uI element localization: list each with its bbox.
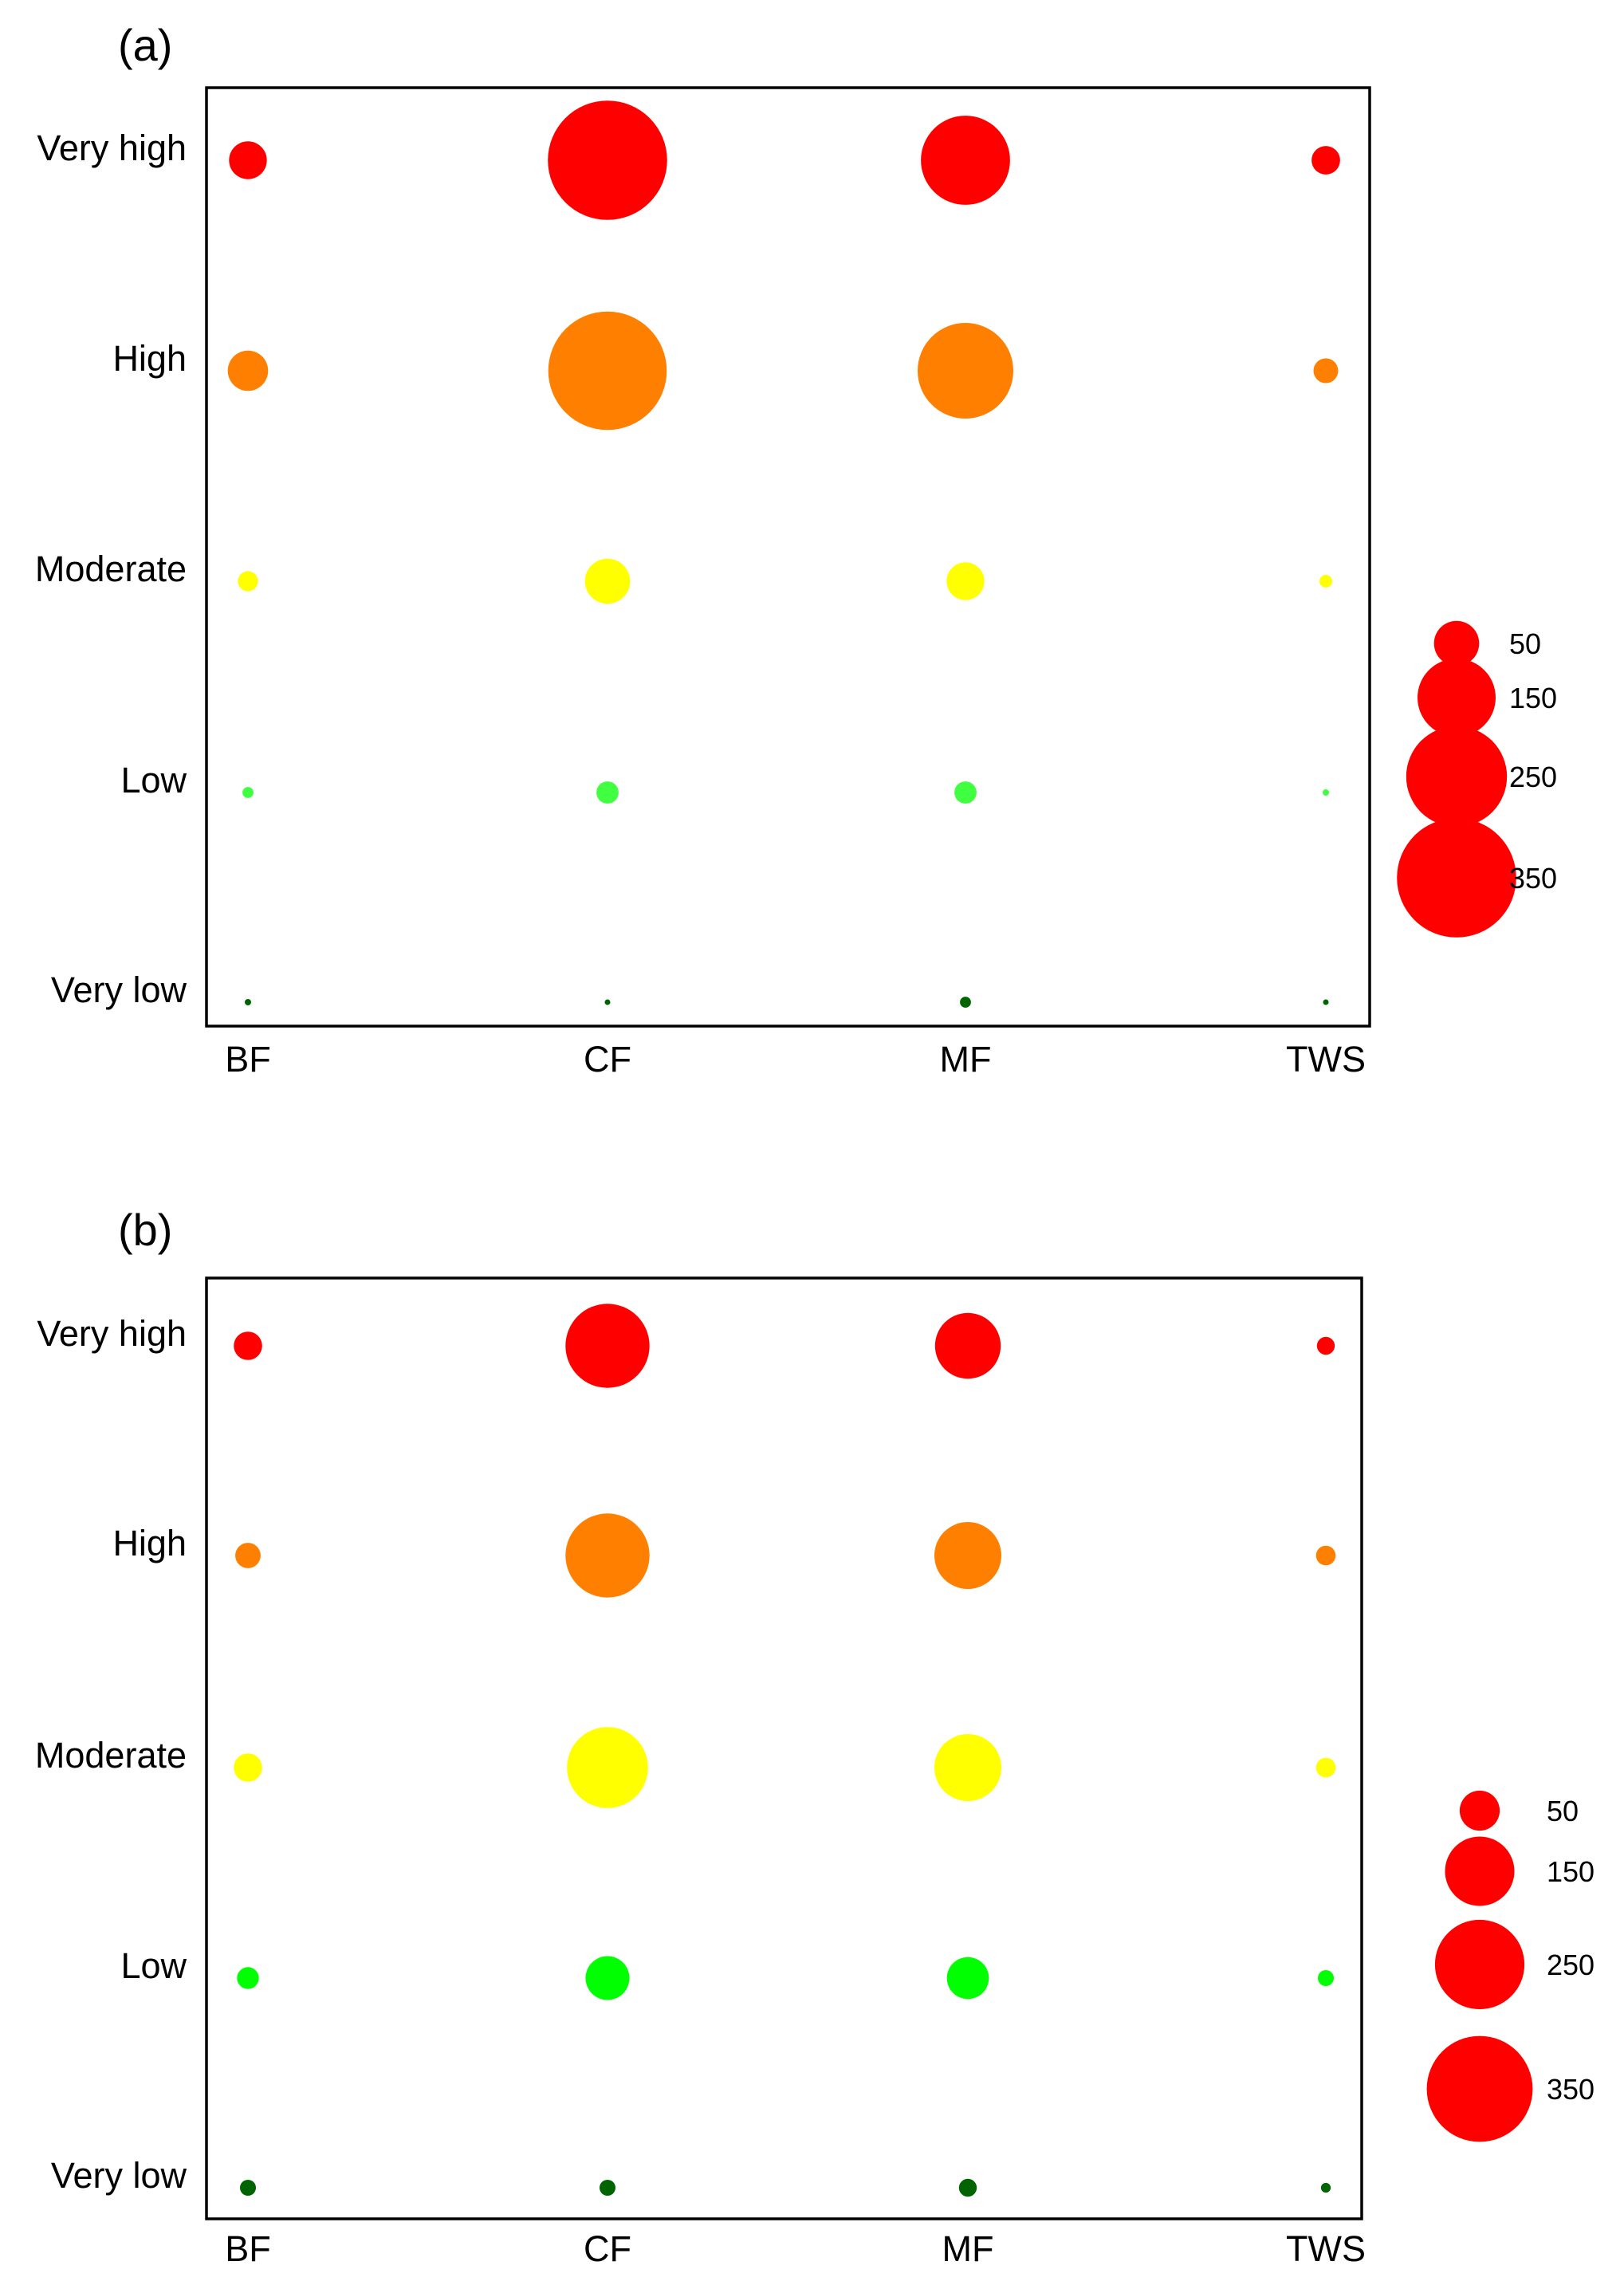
legend-bubble-a-250 (1406, 726, 1508, 828)
panel-a-plot-frame (205, 86, 1371, 1028)
legend-label-a-50: 50 (1509, 627, 1541, 660)
panel-b-plot-frame (205, 1276, 1363, 2220)
panel-b-y-tick-high: High (112, 1523, 187, 1563)
bubble-b-moderate-bf (234, 1753, 262, 1782)
panel-b-x-tick-cf: CF (584, 2228, 631, 2269)
panel-a-x-tick-mf: MF (940, 1039, 992, 1080)
bubble-b-high-bf (235, 1543, 261, 1568)
bubble-b-low-tws (1318, 1970, 1334, 1986)
bubble-b-low-cf (585, 1956, 630, 2000)
bubble-a-low-cf (596, 781, 619, 804)
bubble-b-low-bf (237, 1967, 259, 1989)
panel-a-x-tick-tws: TWS (1286, 1039, 1366, 1080)
legend-bubble-a-150 (1418, 659, 1496, 737)
bubble-b-very-low-bf (240, 2180, 256, 2196)
bubble-b-high-cf (565, 1513, 650, 1598)
bubble-a-very-high-bf (229, 141, 267, 179)
bubble-b-very-high-mf (934, 1312, 1001, 1379)
bubble-a-very-low-tws (1323, 999, 1329, 1005)
panel-b-label: (b) (118, 1205, 172, 1255)
panel-a-size-legend: 50 150 250 350 (1397, 620, 1557, 938)
bubble-a-low-tws (1323, 789, 1329, 796)
bubble-a-low-mf (954, 781, 977, 804)
bubble-a-very-low-cf (604, 999, 611, 1005)
legend-label-b-250: 250 (1547, 1949, 1595, 1981)
bubble-b-very-low-tws (1320, 2182, 1331, 2193)
legend-label-a-350: 350 (1509, 862, 1557, 895)
bubble-a-moderate-bf (238, 571, 258, 592)
panel-b-x-tick-mf: MF (942, 2228, 994, 2269)
bubble-b-very-high-tws (1316, 1336, 1335, 1355)
bubble-b-moderate-cf (567, 1727, 648, 1808)
bubble-a-high-mf (918, 323, 1013, 419)
bubble-a-very-high-cf (548, 100, 667, 220)
legend-bubble-b-150 (1445, 1836, 1515, 1906)
panel-b-y-tick-very-low: Very low (51, 2155, 187, 2196)
bubble-b-very-low-cf (600, 2180, 615, 2196)
panel-a-label: (a) (118, 20, 172, 70)
bubble-b-low-mf (946, 1957, 989, 2000)
legend-label-a-250: 250 (1509, 761, 1557, 793)
bubble-a-very-low-mf (960, 997, 971, 1008)
bubble-a-very-high-mf (921, 116, 1010, 205)
panel-a-y-tick-high: High (112, 338, 187, 379)
bubble-a-moderate-mf (946, 562, 985, 600)
panel-a-y-tick-very-high: Very high (37, 128, 187, 168)
panel-a-y-tick-very-low: Very low (51, 969, 187, 1010)
legend-label-b-150: 150 (1547, 1855, 1595, 1888)
bubble-b-very-high-bf (234, 1331, 262, 1360)
legend-bubble-b-250 (1434, 1919, 1525, 2010)
panel-a-x-tick-cf: CF (584, 1039, 631, 1080)
bubble-b-moderate-mf (934, 1734, 1001, 1801)
legend-label-b-350: 350 (1547, 2073, 1595, 2106)
panel-b-x-axis: BF CF MF TWS (225, 2228, 1366, 2269)
panel-b-size-legend: 50 150 250 350 (1426, 1790, 1595, 2142)
bubble-a-high-cf (548, 311, 667, 431)
bubble-a-high-bf (227, 350, 269, 391)
bubble-b-high-tws (1315, 1545, 1336, 1566)
panel-b-y-tick-moderate: Moderate (35, 1735, 187, 1776)
panel-b-y-tick-very-high: Very high (37, 1313, 187, 1354)
legend-bubble-a-350 (1397, 818, 1516, 938)
panel-a-x-axis: BF CF MF TWS (225, 1039, 1366, 1080)
panel-a-y-tick-moderate: Moderate (35, 549, 187, 589)
panel-b-y-axis: Very high High Moderate Low Very low (35, 1313, 187, 2196)
bubble-a-low-bf (242, 787, 254, 798)
panel-a: (a) Very high High Moderate Low Very low… (35, 20, 1557, 1080)
legend-label-b-50: 50 (1547, 1795, 1579, 1827)
legend-bubble-b-350 (1426, 2035, 1533, 2142)
panel-b-x-tick-tws: TWS (1286, 2228, 1366, 2269)
panel-a-y-tick-low: Low (120, 760, 187, 800)
bubble-a-very-high-tws (1311, 146, 1340, 175)
panel-a-y-axis: Very high High Moderate Low Very low (35, 128, 187, 1010)
panel-b: (b) Very high High Moderate Low Very low… (35, 1205, 1595, 2269)
panel-a-x-tick-bf: BF (225, 1039, 271, 1080)
bubble-a-moderate-tws (1319, 575, 1332, 588)
bubble-a-moderate-cf (584, 558, 631, 604)
panel-a-bubbles (227, 100, 1340, 1008)
bubble-b-high-mf (934, 1522, 1001, 1589)
legend-label-a-150: 150 (1509, 682, 1557, 714)
bubble-a-very-low-bf (245, 999, 251, 1005)
panel-b-y-tick-low: Low (120, 1945, 187, 1986)
bubble-a-high-tws (1313, 358, 1339, 383)
bubble-b-very-low-mf (958, 2178, 977, 2197)
panel-b-bubbles (234, 1304, 1336, 2197)
panel-b-x-tick-bf: BF (225, 2228, 271, 2269)
legend-bubble-a-50 (1433, 620, 1480, 667)
bubble-b-very-high-cf (565, 1304, 650, 1388)
legend-bubble-b-50 (1459, 1790, 1500, 1831)
bubble-b-moderate-tws (1315, 1757, 1336, 1778)
